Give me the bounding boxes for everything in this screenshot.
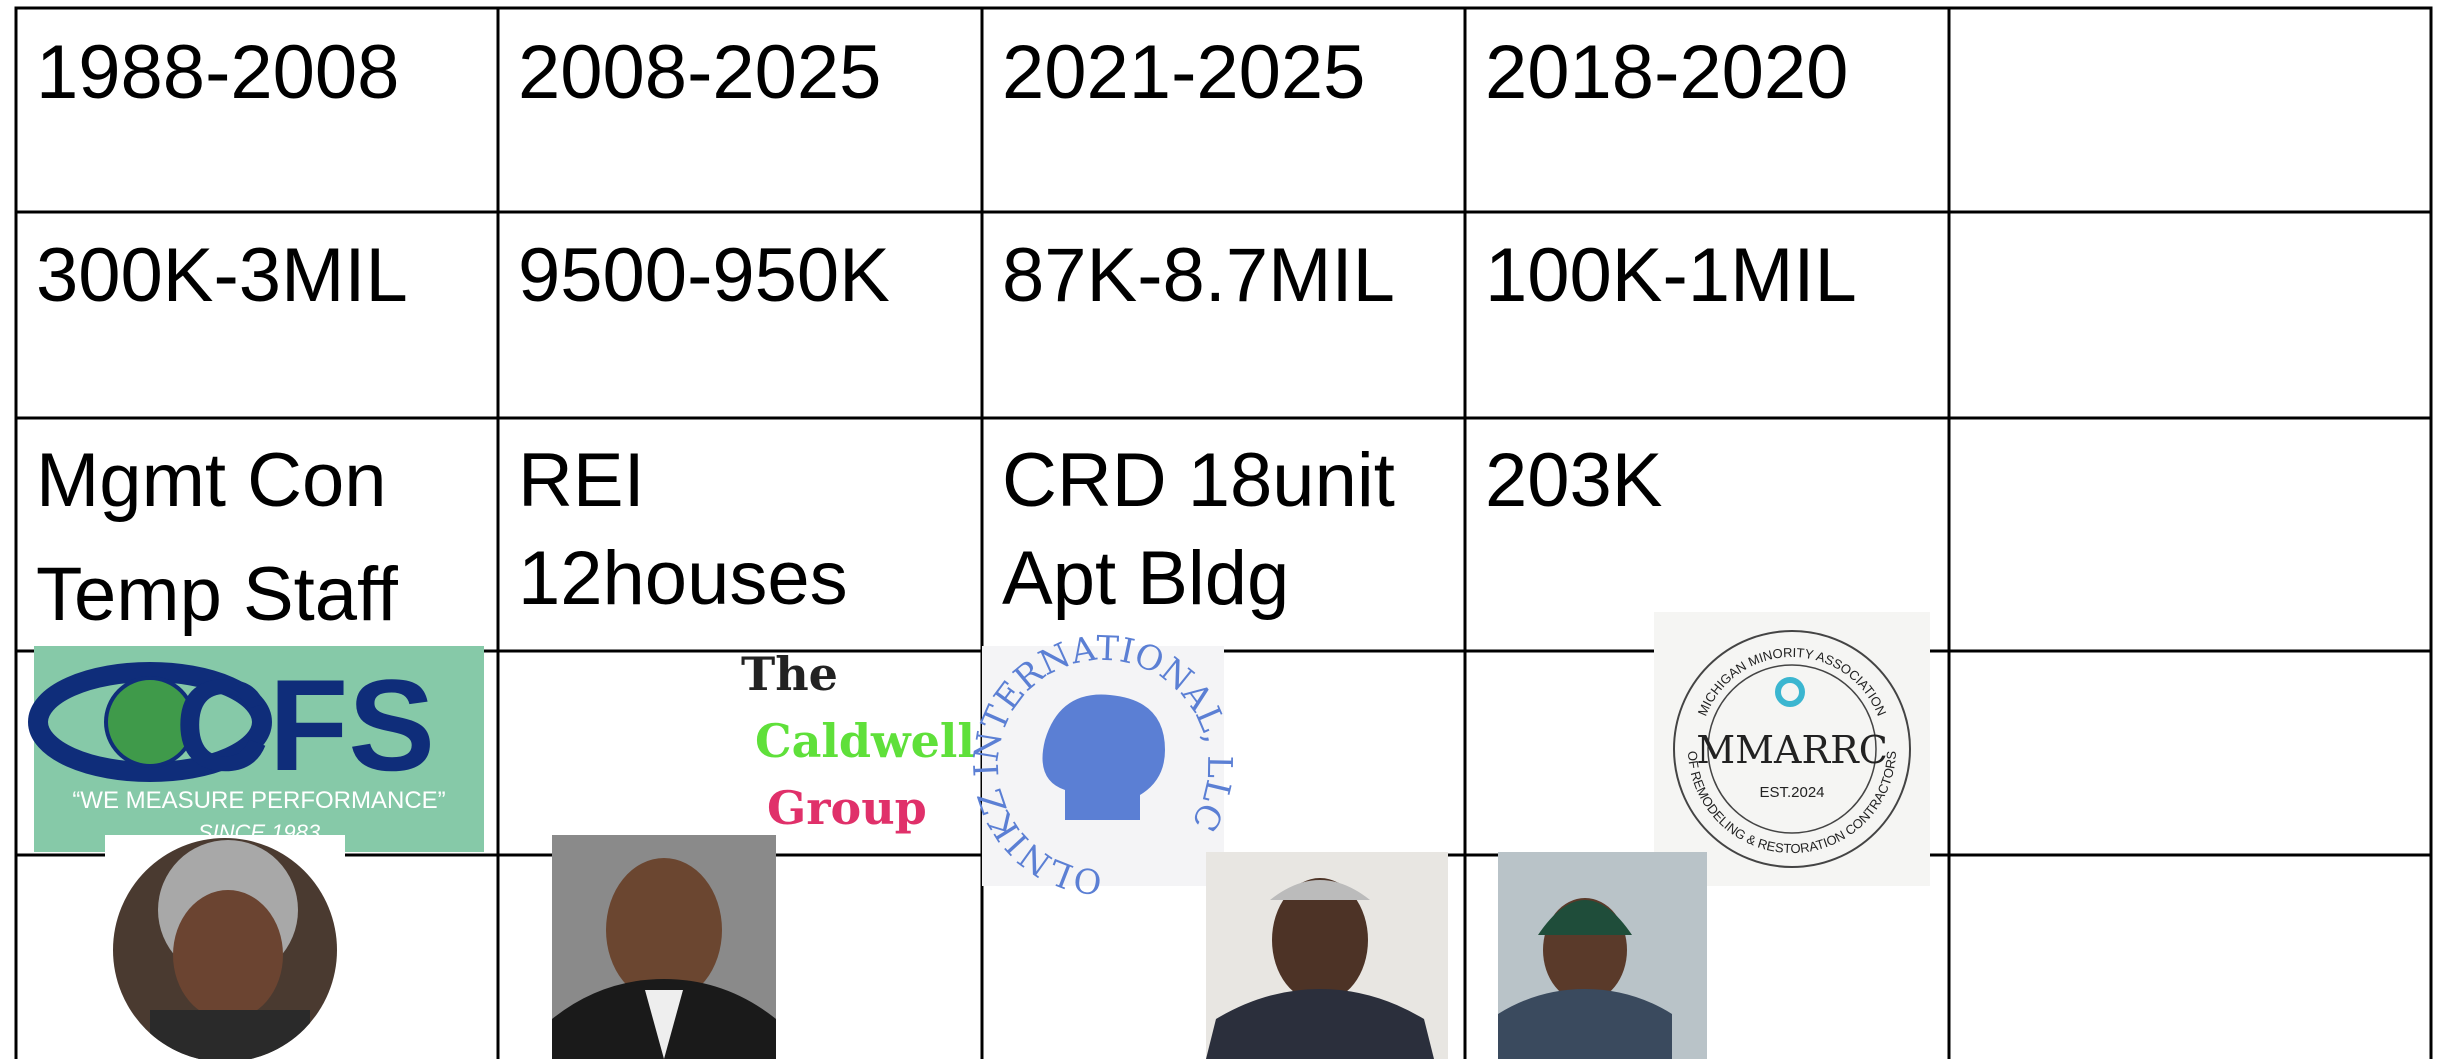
photo <box>552 835 776 1059</box>
cell-text: Apt Bldg <box>1002 536 1289 621</box>
cell-text: 1988-2008 <box>36 30 399 115</box>
logo-est: EST.2024 <box>1759 784 1824 801</box>
caldwell-logo: The Caldwell Group <box>741 647 975 835</box>
cell-text: CRD 18unit <box>1002 438 1395 523</box>
cell-text: 87K-8.7MIL <box>1002 233 1395 318</box>
cell-text: 12houses <box>518 536 848 621</box>
cell-text: Mgmt Con <box>36 438 387 523</box>
cfs-logo: CFS “WE MEASURE PERFORMANCE” SINCE 1983 <box>28 646 484 852</box>
logo-name: MMARRC <box>1696 728 1888 772</box>
olnikz-logo: OLNIKZ INTERNATIONAL, LLC <box>966 629 1239 902</box>
logo-tagline: “WE MEASURE PERFORMANCE” <box>72 787 445 814</box>
logo-line: Caldwell <box>755 714 975 768</box>
cell-text: REI <box>518 438 645 523</box>
photo <box>1206 852 1448 1059</box>
mmarrc-logo: MMARRC EST.2024 MICHIGAN MINORITY ASSOCI… <box>1654 612 1930 886</box>
table-text: 1988-2008 2008-2025 2021-2025 2018-2020 300K… <box>36 30 1857 637</box>
cell-text: 2008-2025 <box>518 30 881 115</box>
cell-text: 300K-3MIL <box>36 233 408 318</box>
photo <box>1498 852 1707 1059</box>
cell-text: 9500-950K <box>518 233 890 318</box>
cell-text: 203K <box>1485 438 1663 523</box>
logo-line: The <box>741 647 838 701</box>
cell-text: 100K-1MIL <box>1485 233 1857 318</box>
cell-text: Temp Staff <box>36 552 399 637</box>
cell-text: 2018-2020 <box>1485 30 1848 115</box>
logo-name: CFS <box>175 652 435 798</box>
photo <box>105 835 345 1059</box>
logo-line: Group <box>767 781 927 835</box>
cell-text: 2021-2025 <box>1002 30 1365 115</box>
